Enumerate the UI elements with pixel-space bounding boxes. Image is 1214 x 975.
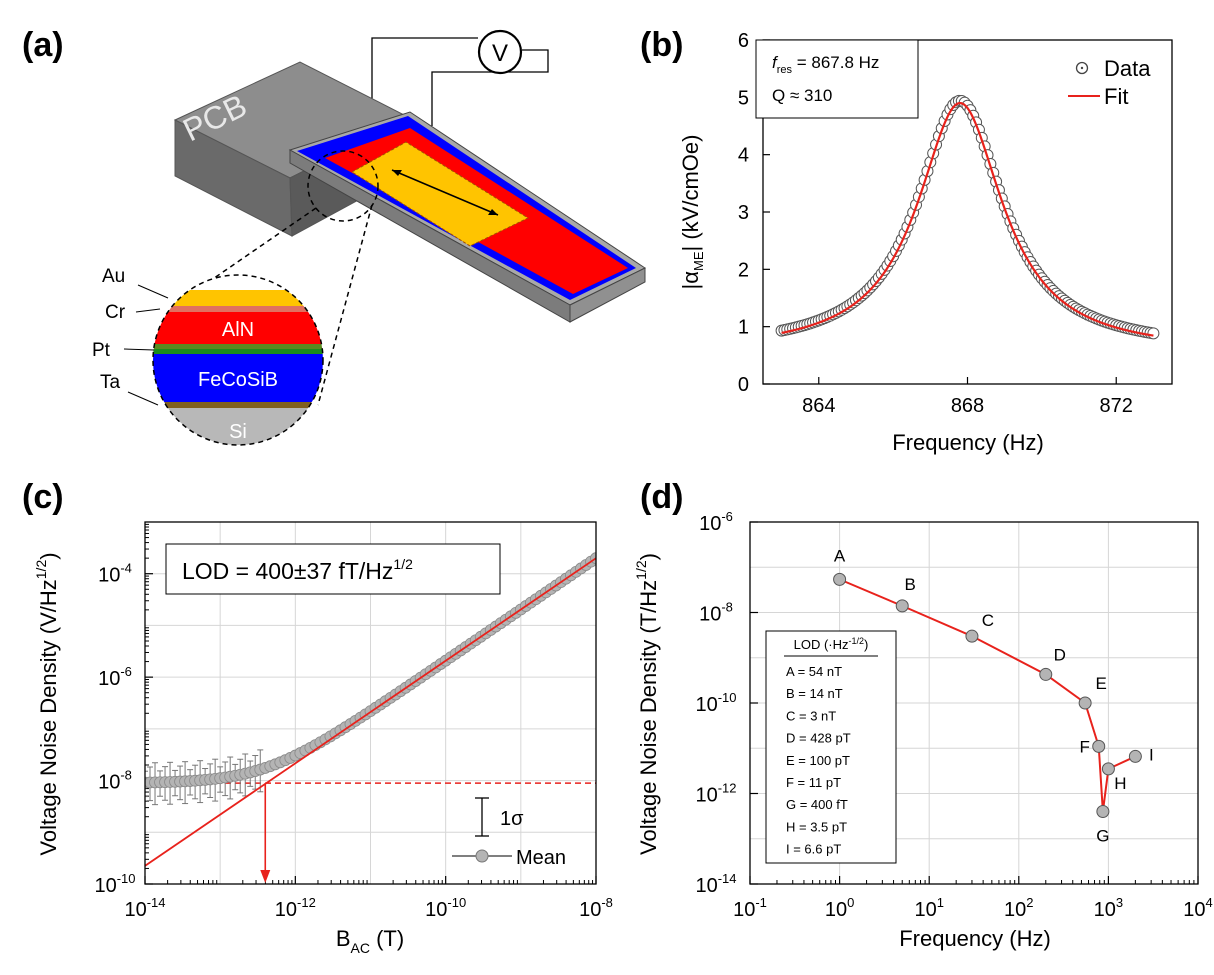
d-ytick-label-3: 10-8 (699, 600, 733, 626)
d-point-B (896, 600, 908, 612)
d-xtick-label-3: 102 (1004, 895, 1033, 921)
d-point-label-E: E (1095, 674, 1106, 693)
c-xtick-label-0: 10-14 (124, 895, 165, 921)
lod-row-A: A = 54 nT (786, 664, 842, 679)
lod-text: LOD = 400±37 fT/Hz1/2 (182, 556, 413, 584)
label-au: Au (102, 266, 125, 287)
c-xtick-label-3: 10-8 (579, 895, 613, 921)
d-point-label-H: H (1114, 774, 1126, 793)
panel-b-legend: Data Fit (1068, 56, 1151, 109)
d-xtick-label-1: 100 (825, 895, 854, 921)
d-point-E (1079, 697, 1091, 709)
panel-b-ylabel: |αME| (kV/cmOe) (678, 135, 706, 290)
c-ytick-label-0: 10-10 (94, 871, 135, 897)
lod-table: LOD (·Hz-1/2) A = 54 nT B = 14 nT C = 3 nT… (766, 631, 896, 863)
panel-c: (c) 10-14 10-12 10-10 10-8 10-10 10-8 10-6 10-4… (22, 478, 613, 956)
panel-a: (a) V PCB (22, 26, 645, 448)
legend-mean-label: Mean (516, 847, 566, 869)
d-point-H (1102, 763, 1114, 775)
b-xtick-label-0: 864 (802, 395, 835, 417)
b-ytick-label-5: 5 (738, 87, 749, 109)
b-fit-line (782, 103, 1154, 336)
panel-d-label: (d) (640, 478, 683, 516)
layer-aln: AlN (222, 319, 254, 341)
b-xtick-label-2: 872 (1100, 395, 1133, 417)
c-xtick-label-2: 10-10 (425, 895, 466, 921)
panel-c-legend: 1σ Mean (452, 798, 566, 869)
lod-row-F: F = 11 pT (786, 775, 841, 790)
d-point-A (834, 573, 846, 585)
d-xtick-label-0: 10-1 (733, 895, 767, 921)
b-ytick-label-2: 2 (738, 259, 749, 281)
panel-b-xlabel: Frequency (Hz) (892, 430, 1044, 455)
layer-fecosib: FeCoSiB (198, 369, 278, 391)
b-xtick-label-1: 868 (951, 395, 984, 417)
c-ytick-label-2: 10-6 (98, 664, 132, 690)
voltmeter-label: V (492, 40, 508, 67)
lod-row-B: B = 14 nT (786, 686, 843, 701)
legend-fit-label: Fit (1104, 84, 1128, 109)
panel-c-xlabel: BAC (T) (336, 926, 404, 956)
d-point-label-A: A (834, 546, 846, 565)
lod-row-H: H = 3.5 pT (786, 819, 847, 834)
panel-b-label: (b) (640, 26, 683, 64)
legend-mean-marker (476, 850, 488, 862)
panel-b: (b) 864 868 872 0 1 2 3 4 5 6 fres = 867.8 Hz Q ≈… (640, 26, 1172, 455)
legend-data-label: Data (1104, 56, 1151, 81)
panel-d-ylabel: Voltage Noise Density (T/Hz1/2) (633, 553, 661, 855)
d-point-label-D: D (1054, 645, 1066, 664)
c-ytick-label-1: 10-8 (98, 768, 132, 794)
label-pt: Pt (92, 340, 111, 361)
b-ytick-label-0: 0 (738, 374, 749, 396)
lod-row-C: C = 3 nT (786, 708, 836, 723)
b-ytick-label-4: 4 (738, 145, 749, 167)
d-ytick-label-0: 10-14 (695, 871, 736, 897)
panel-a-label: (a) (22, 26, 64, 64)
layer-si: Si (229, 421, 247, 443)
panel-d: (d) 10-1 100 101 102 103 104 10-14 10-12 10-10 10… (633, 478, 1213, 951)
d-point-label-C: C (982, 611, 994, 630)
d-point-label-B: B (905, 575, 916, 594)
d-point-F (1093, 740, 1105, 752)
d-point-label-G: G (1096, 827, 1109, 846)
b-ytick-label-6: 6 (738, 30, 749, 52)
b-ytick-label-3: 3 (738, 202, 749, 224)
panel-b-data (776, 95, 1159, 338)
panel-c-label: (c) (22, 478, 64, 516)
d-point-label-I: I (1149, 745, 1154, 764)
d-point-I (1129, 750, 1141, 762)
d-point-G (1097, 806, 1109, 818)
figure: (a) V PCB (0, 0, 1214, 970)
d-xtick-label-2: 101 (914, 895, 943, 921)
layer-stack: AlN FeCoSiB Si Au Cr Pt Ta (92, 266, 330, 448)
d-ytick-label-1: 10-12 (695, 781, 736, 807)
panel-b-info-box: fres = 867.8 Hz Q ≈ 310 (756, 40, 918, 118)
b-data-point (1148, 328, 1159, 339)
lod-row-G: G = 400 fT (786, 797, 848, 812)
q-text: Q ≈ 310 (772, 86, 832, 105)
legend-errbar-label: 1σ (500, 808, 524, 830)
d-point-D (1040, 668, 1052, 680)
lod-box: LOD = 400±37 fT/Hz1/2 (166, 544, 500, 594)
label-ta: Ta (100, 372, 121, 393)
c-ytick-label-3: 10-4 (98, 561, 132, 587)
d-xtick-label-4: 103 (1094, 895, 1123, 921)
label-cr: Cr (105, 302, 126, 323)
panel-d-xlabel: Frequency (Hz) (899, 926, 1051, 951)
lod-row-I: I = 6.6 pT (786, 842, 841, 857)
d-xtick-label-5: 104 (1183, 895, 1212, 921)
lod-row-E: E = 100 pT (786, 753, 850, 768)
b-ytick-label-1: 1 (738, 317, 749, 339)
d-ytick-label-4: 10-6 (699, 509, 733, 535)
d-point-C (966, 630, 978, 642)
panel-c-ylabel: Voltage Noise Density (V/Hz1/2) (33, 552, 61, 855)
c-lod-arrowhead (260, 870, 270, 883)
d-point-label-F: F (1080, 737, 1090, 756)
c-xtick-label-1: 10-12 (275, 895, 316, 921)
lod-row-D: D = 428 pT (786, 731, 851, 746)
d-ytick-label-2: 10-10 (695, 690, 736, 716)
